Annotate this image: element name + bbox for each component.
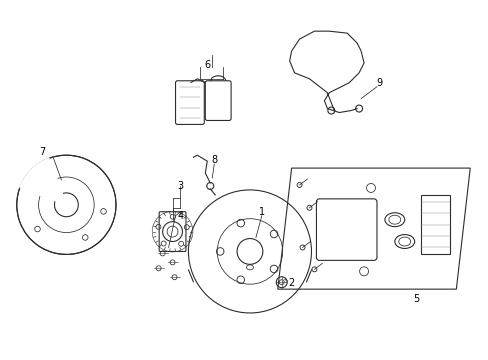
Wedge shape (20, 158, 66, 205)
Text: 1: 1 (258, 207, 264, 217)
Text: 5: 5 (413, 294, 419, 304)
Text: 6: 6 (204, 60, 210, 70)
Text: 2: 2 (288, 278, 294, 288)
Text: 8: 8 (211, 155, 217, 165)
Text: 4: 4 (177, 211, 183, 221)
Text: 3: 3 (177, 181, 183, 191)
Text: 7: 7 (40, 147, 46, 157)
Text: 9: 9 (375, 78, 381, 88)
